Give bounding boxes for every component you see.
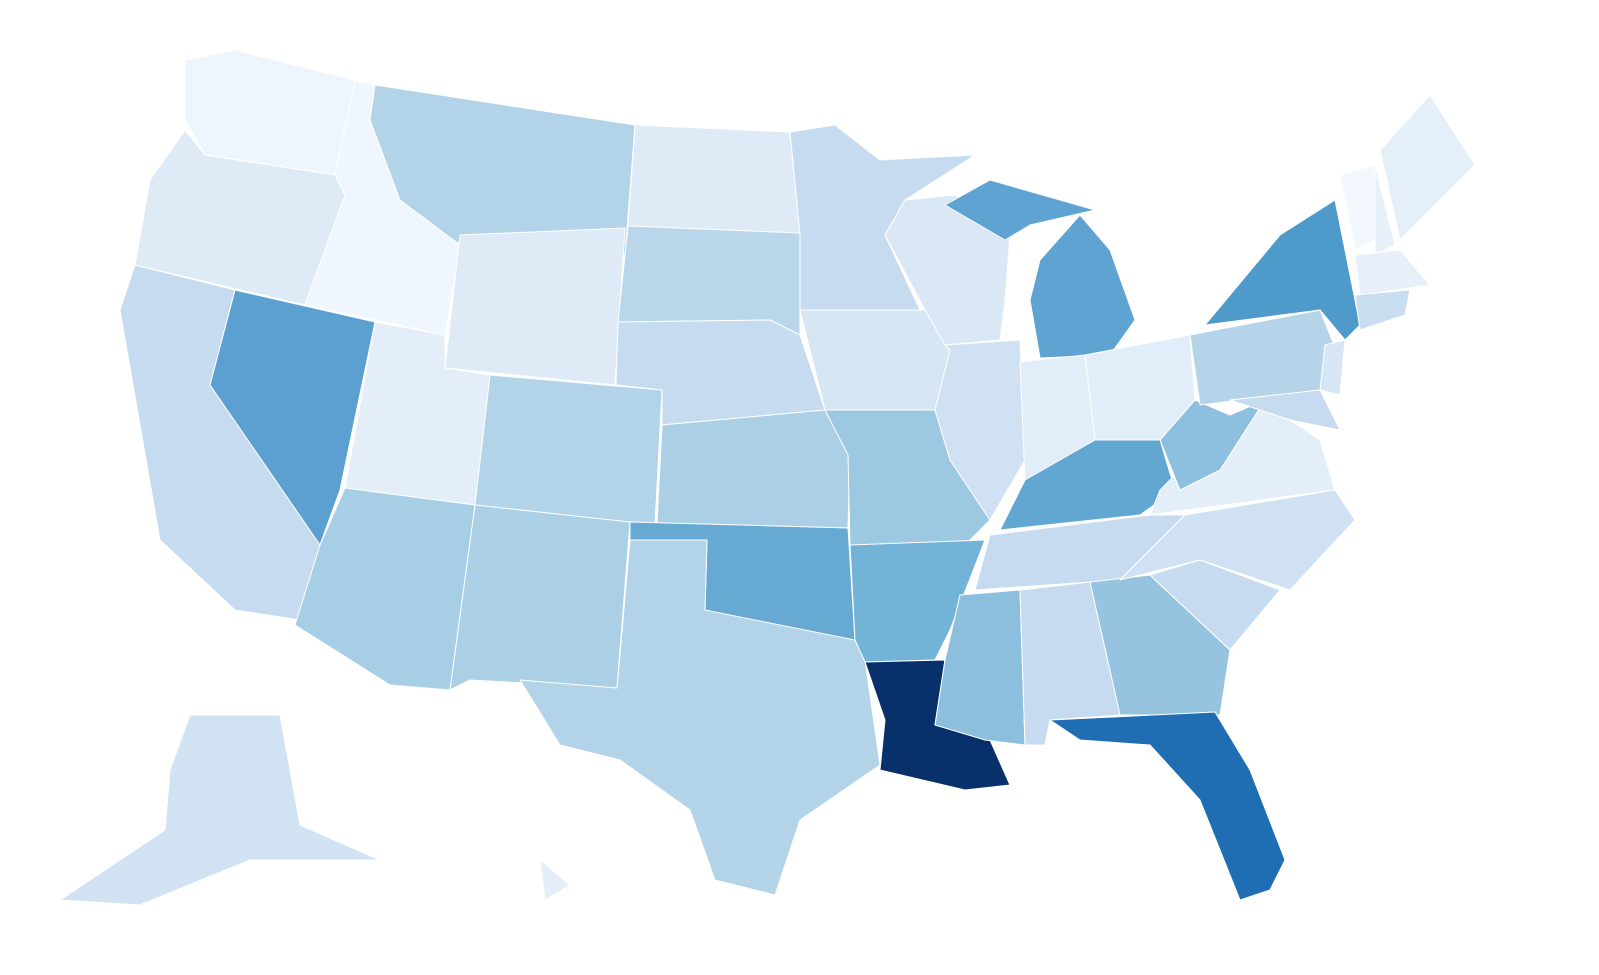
region (934, 339, 1026, 521)
region (539, 859, 571, 901)
region (1149, 559, 1281, 651)
region (519, 539, 881, 896)
region (1229, 389, 1341, 431)
region (799, 309, 951, 411)
region (1089, 574, 1231, 716)
region (209, 289, 376, 546)
region (1029, 214, 1136, 359)
region (1119, 489, 1356, 591)
region (1379, 94, 1476, 241)
region (656, 409, 851, 529)
region (1374, 164, 1396, 256)
region (1319, 339, 1346, 396)
region (444, 227, 626, 386)
region (1354, 289, 1411, 331)
region (944, 179, 1096, 241)
region (474, 374, 663, 526)
region (1049, 711, 1286, 901)
region (1354, 249, 1431, 296)
region (627, 124, 801, 236)
region (59, 714, 381, 906)
region (617, 225, 801, 336)
region (449, 504, 631, 691)
region (1339, 164, 1376, 251)
